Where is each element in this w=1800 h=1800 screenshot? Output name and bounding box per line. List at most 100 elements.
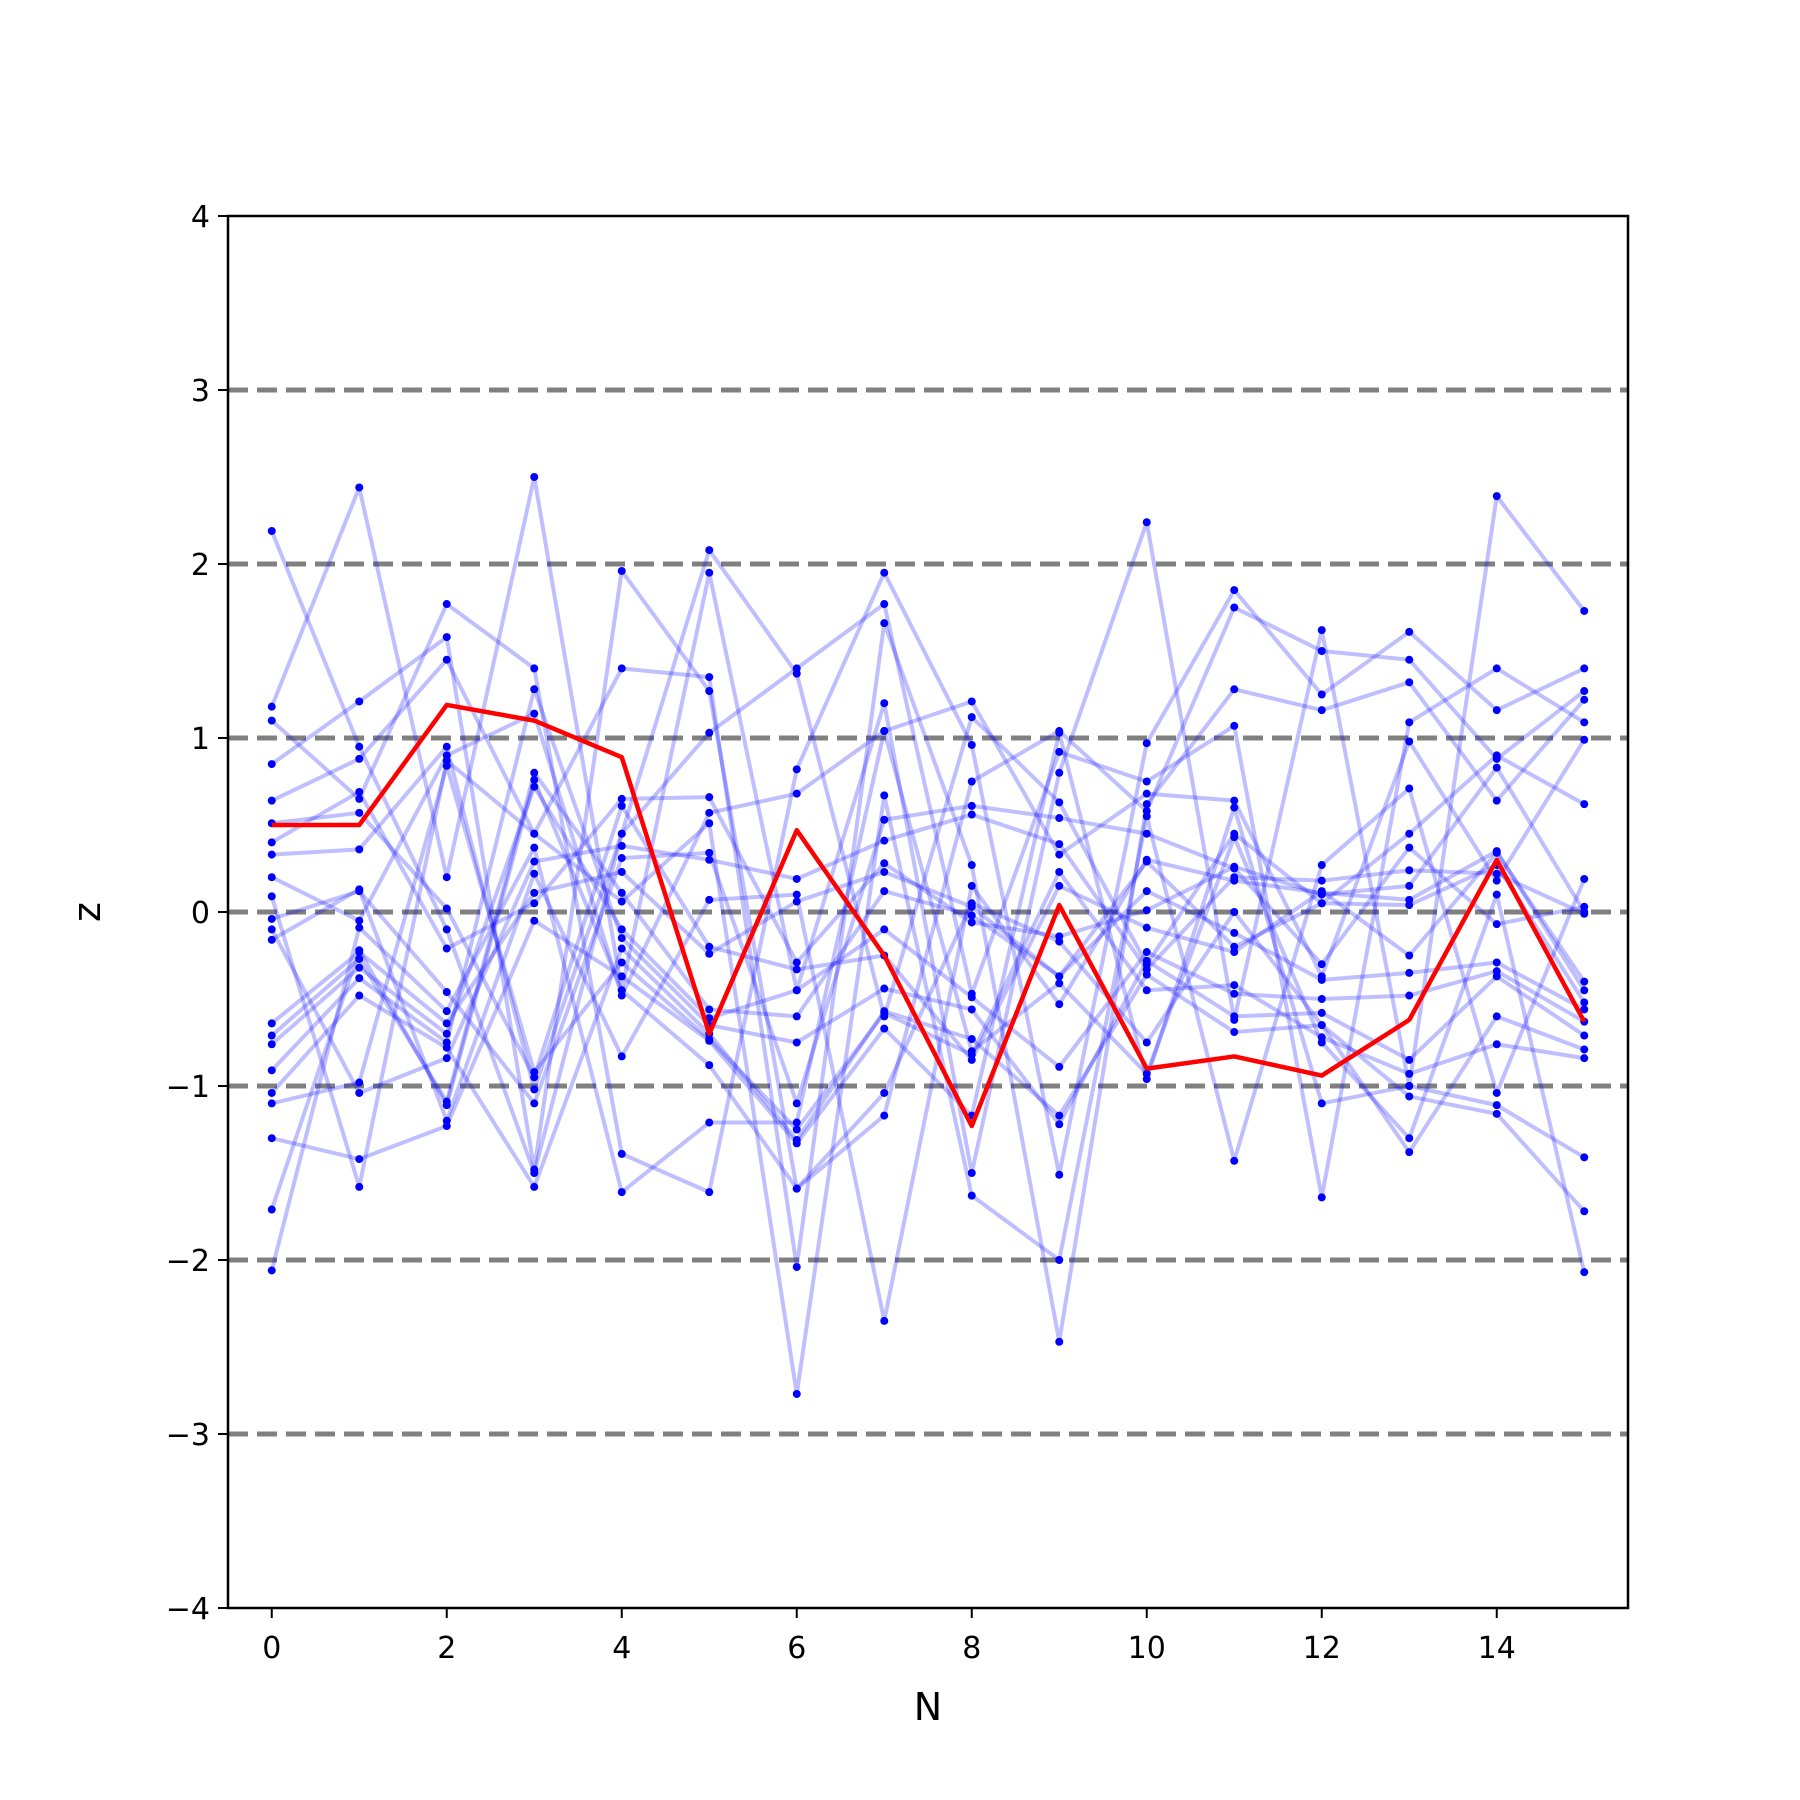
data-point (1055, 850, 1064, 859)
reference-lines (228, 387, 1628, 1437)
highlight-line (271, 702, 1587, 1129)
data-point (1142, 739, 1151, 748)
data-point (792, 664, 801, 673)
y-axis-ticks: 4 3 2 1 0 −1 −2 −3 −4 (166, 200, 228, 1627)
data-point (530, 1182, 539, 1191)
data-point (530, 899, 539, 908)
series-line (269, 530, 1586, 1175)
data-point (880, 1024, 889, 1033)
data-point (530, 664, 539, 673)
data-point (1405, 655, 1414, 664)
data-point (1580, 695, 1589, 704)
data-point (792, 1038, 801, 1047)
y-tick-label: −2 (166, 1244, 210, 1279)
data-point (1230, 908, 1239, 916)
data-point (1405, 784, 1414, 793)
y-tick-label: 0 (191, 896, 210, 931)
series-line (270, 859, 1586, 1026)
data-point (705, 1118, 714, 1127)
data-point (1142, 812, 1151, 821)
data-point (442, 944, 451, 953)
data-point (1230, 721, 1239, 730)
data-point (617, 1188, 626, 1197)
data-point (1055, 1120, 1064, 1129)
data-point (880, 727, 889, 736)
data-point (267, 716, 276, 725)
data-point (617, 972, 626, 981)
data-point (442, 925, 451, 934)
data-point (1580, 1005, 1589, 1014)
data-point (1142, 906, 1151, 915)
data-point (1580, 998, 1589, 1007)
data-point (442, 1007, 451, 1016)
x-tick-label: 2 (437, 1631, 456, 1666)
data-point (1317, 861, 1326, 870)
data-point (967, 1191, 976, 1200)
data-point (1230, 981, 1239, 990)
data-point (1405, 1092, 1414, 1101)
data-point (617, 829, 626, 838)
x-tick-label: 8 (962, 1631, 981, 1666)
data-point (1405, 1134, 1414, 1143)
data-point (267, 935, 276, 944)
data-point (1580, 735, 1589, 744)
data-point (267, 1088, 276, 1097)
data-point (1580, 1031, 1589, 1040)
data-point (1230, 796, 1239, 805)
data-point (1055, 1337, 1064, 1346)
series-line (271, 763, 1585, 1132)
data-point (1230, 928, 1239, 937)
data-point (355, 787, 364, 796)
data-point (617, 801, 626, 810)
data-point (617, 794, 626, 803)
data-point (617, 958, 626, 967)
data-point (442, 873, 451, 882)
data-point (267, 1134, 276, 1143)
data-point (705, 546, 714, 555)
data-point (355, 845, 364, 854)
y-tick-label: −3 (166, 1418, 210, 1453)
data-point (267, 925, 276, 934)
data-point (705, 848, 714, 857)
data-point (880, 867, 889, 876)
data-point (530, 1073, 539, 1082)
data-point (1317, 1099, 1326, 1108)
data-point (967, 777, 976, 786)
data-point (1055, 881, 1064, 890)
x-tick-label: 4 (612, 1631, 631, 1666)
series-line (269, 777, 1586, 1213)
data-point (1317, 975, 1326, 984)
data-point (967, 911, 976, 920)
series-line (270, 699, 1586, 998)
highlight-series-group (271, 702, 1587, 1129)
data-point (705, 793, 714, 802)
data-point (1580, 718, 1589, 727)
data-point (1230, 1156, 1239, 1165)
data-point (705, 895, 714, 904)
data-point (1580, 1207, 1589, 1216)
series-line (271, 803, 1586, 1080)
data-point (1055, 768, 1064, 777)
data-point (880, 815, 889, 824)
background-series-group (267, 473, 1589, 1398)
data-point (530, 1165, 539, 1174)
data-point (267, 1099, 276, 1108)
data-point (530, 1085, 539, 1094)
x-tick-label: 0 (262, 1631, 281, 1666)
data-point (1317, 1021, 1326, 1030)
data-point (1317, 876, 1326, 885)
data-point (267, 850, 276, 859)
data-point (617, 925, 626, 934)
data-point (1492, 1101, 1501, 1110)
data-point (792, 1125, 801, 1134)
data-point (1492, 869, 1501, 878)
data-point (880, 984, 889, 993)
data-point (1142, 518, 1151, 527)
data-point (792, 1389, 801, 1398)
data-point (880, 791, 889, 800)
data-point (1492, 920, 1501, 929)
data-point (792, 765, 801, 774)
data-point (1405, 968, 1414, 977)
data-point (792, 965, 801, 974)
data-point (1230, 803, 1239, 812)
